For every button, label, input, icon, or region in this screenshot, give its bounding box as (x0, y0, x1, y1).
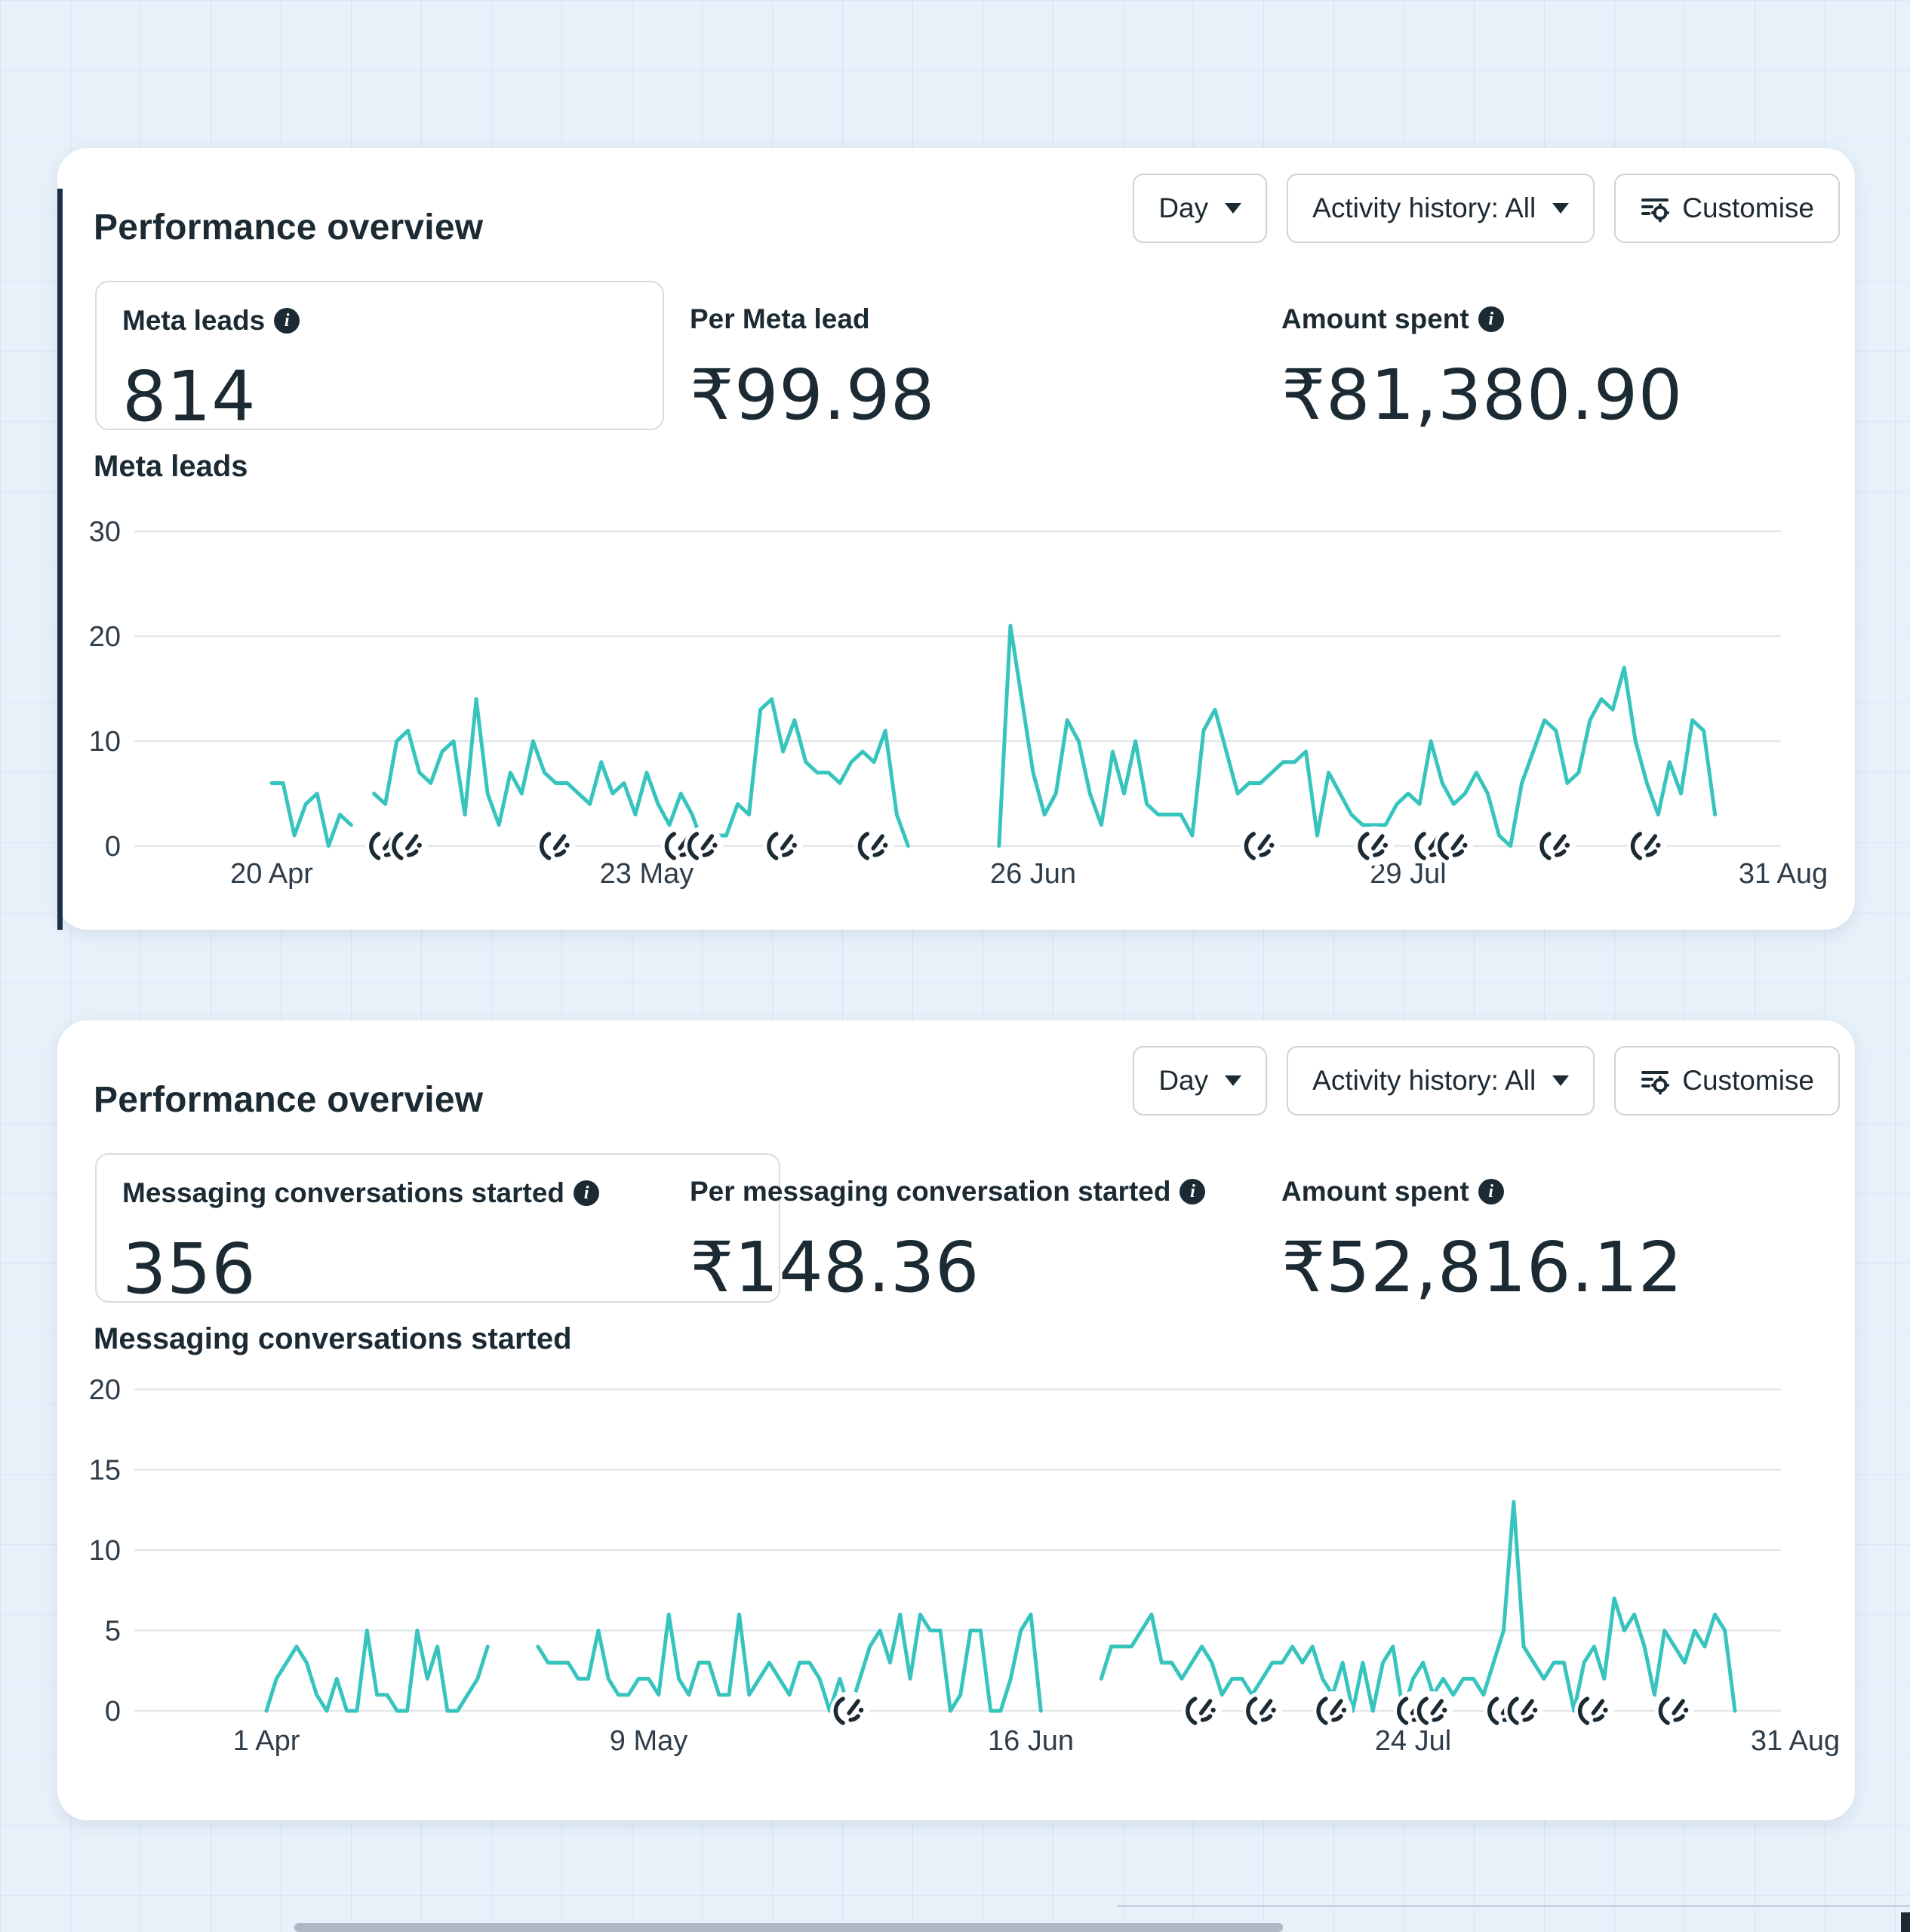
day-dropdown-label: Day (1158, 192, 1209, 223)
metric-label: Amount spent (1281, 1176, 1469, 1207)
activity-marker-icon[interactable] (388, 826, 428, 866)
activity-marker-icon[interactable] (1413, 1691, 1453, 1730)
activity-history-dropdown[interactable]: Activity history: All (1287, 1046, 1595, 1115)
customise-button[interactable]: Customise (1614, 174, 1840, 243)
y-axis-tick-label: 10 (89, 726, 121, 758)
horizontal-scrollbar[interactable] (294, 1923, 1283, 1932)
chart-controls: Day Activity history: All Customise (1133, 1046, 1840, 1115)
y-axis-tick-label: 5 (105, 1616, 121, 1647)
activity-history-label: Activity history: All (1312, 192, 1536, 223)
info-icon[interactable]: i (1180, 1179, 1206, 1204)
activity-marker-icon[interactable] (830, 1691, 870, 1730)
x-axis-tick-label: 1 Apr (233, 1725, 300, 1757)
activity-marker-icon[interactable] (854, 826, 894, 866)
activity-marker-icon[interactable] (1242, 1691, 1282, 1730)
y-axis-tick-label: 30 (89, 516, 121, 548)
performance-overview-card-messaging: Performance overview Day Activity histor… (57, 1020, 1855, 1820)
chart-section-label: Meta leads (94, 450, 248, 483)
customise-button[interactable]: Customise (1614, 1046, 1840, 1115)
y-axis-tick-label: 15 (89, 1455, 121, 1487)
metric-value: ₹99.98 (690, 355, 935, 435)
activity-marker-icon[interactable] (1312, 1691, 1352, 1730)
x-axis-tick-label: 31 Aug (1751, 1725, 1840, 1757)
metric-per-messaging-conversation[interactable]: Per messaging conversation started i ₹14… (690, 1153, 1206, 1331)
activity-marker-icon[interactable] (1627, 826, 1667, 866)
metric-value: ₹52,816.12 (1281, 1227, 1683, 1308)
x-axis-tick-label: 20 Apr (230, 858, 313, 890)
activity-history-label: Activity history: All (1312, 1065, 1536, 1096)
card-left-accent-line (57, 189, 63, 930)
chevron-down-icon (1552, 1075, 1570, 1086)
customise-label: Customise (1682, 192, 1814, 223)
metric-label: Messaging conversations started (122, 1177, 565, 1208)
chevron-down-icon (1552, 203, 1570, 214)
page-bottom-divider (1117, 1905, 1910, 1907)
y-axis-tick-label: 10 (89, 1535, 121, 1567)
metric-value: ₹148.36 (690, 1227, 980, 1308)
y-axis-tick-label: 0 (105, 1696, 121, 1727)
activity-marker-icon[interactable] (1574, 1691, 1614, 1730)
y-axis-tick-label: 0 (105, 831, 121, 863)
corner-mark (1901, 1912, 1910, 1932)
metric-label: Per Meta lead (690, 303, 870, 334)
chevron-down-icon (1225, 203, 1242, 214)
x-axis-tick-label: 16 Jun (988, 1725, 1074, 1757)
activity-marker-icon[interactable] (1655, 1691, 1695, 1730)
metric-amount-spent[interactable]: Amount spent i ₹52,816.12 (1281, 1153, 1683, 1331)
customise-icon (1640, 193, 1670, 223)
metric-amount-spent[interactable]: Amount spent i ₹81,380.90 (1281, 281, 1683, 458)
activity-marker-icon[interactable] (1434, 826, 1474, 866)
metric-per-meta-lead[interactable]: Per Meta lead ₹99.98 (690, 281, 935, 458)
page-title: Performance overview (94, 207, 484, 248)
activity-marker-icon[interactable] (1536, 826, 1576, 866)
activity-marker-icon[interactable] (684, 826, 724, 866)
page-title: Performance overview (94, 1079, 484, 1120)
metric-label: Amount spent (1281, 303, 1469, 334)
chart-controls: Day Activity history: All Customise (1133, 174, 1840, 243)
x-axis-tick-label: 26 Jun (990, 858, 1076, 890)
y-axis-tick-label: 20 (89, 621, 121, 653)
activity-marker-icon[interactable] (763, 826, 803, 866)
x-axis-tick-label: 9 May (610, 1725, 687, 1757)
y-axis-tick-label: 20 (89, 1374, 121, 1406)
metric-value: ₹81,380.90 (1281, 355, 1683, 435)
metric-label: Meta leads (122, 305, 266, 336)
metric-meta-leads[interactable]: Meta leads i 814 (95, 281, 664, 437)
chart-section-label: Messaging conversations started (94, 1322, 572, 1355)
customise-icon (1640, 1066, 1670, 1096)
day-dropdown[interactable]: Day (1133, 174, 1268, 243)
activity-marker-icon[interactable] (1182, 1691, 1222, 1730)
info-icon[interactable]: i (1478, 1179, 1504, 1204)
chevron-down-icon (1225, 1075, 1242, 1086)
info-icon[interactable]: i (1478, 306, 1504, 332)
activity-marker-icon[interactable] (1241, 826, 1281, 866)
day-dropdown[interactable]: Day (1133, 1046, 1268, 1115)
activity-marker-icon[interactable] (536, 826, 576, 866)
meta-leads-line-chart: 0 10 20 30 20 Apr 23 May 26 Jun 29 Jul 31 Aug (60, 489, 1856, 915)
info-icon[interactable]: i (274, 308, 300, 334)
activity-marker-icon[interactable] (1504, 1691, 1544, 1730)
metric-trend-line (269, 623, 1718, 848)
performance-overview-card-leads: Performance overview Day Activity histor… (57, 148, 1855, 930)
metric-messaging-conversations[interactable]: Messaging conversations started i 356 (95, 1153, 780, 1309)
day-dropdown-label: Day (1158, 1065, 1209, 1096)
metric-value: 814 (122, 356, 257, 437)
metric-trend-line (264, 1500, 1737, 1713)
customise-label: Customise (1682, 1065, 1814, 1096)
activity-marker-icon[interactable] (1354, 826, 1394, 866)
x-axis-tick-label: 31 Aug (1739, 858, 1828, 890)
activity-history-dropdown[interactable]: Activity history: All (1287, 174, 1595, 243)
metric-value: 356 (122, 1229, 257, 1309)
metric-label: Per messaging conversation started (690, 1176, 1171, 1207)
info-icon[interactable]: i (574, 1180, 600, 1206)
messaging-conversations-line-chart: 0 5 10 15 20 1 Apr 9 May 16 Jun 24 Jul 31 Aug (60, 1352, 1856, 1801)
